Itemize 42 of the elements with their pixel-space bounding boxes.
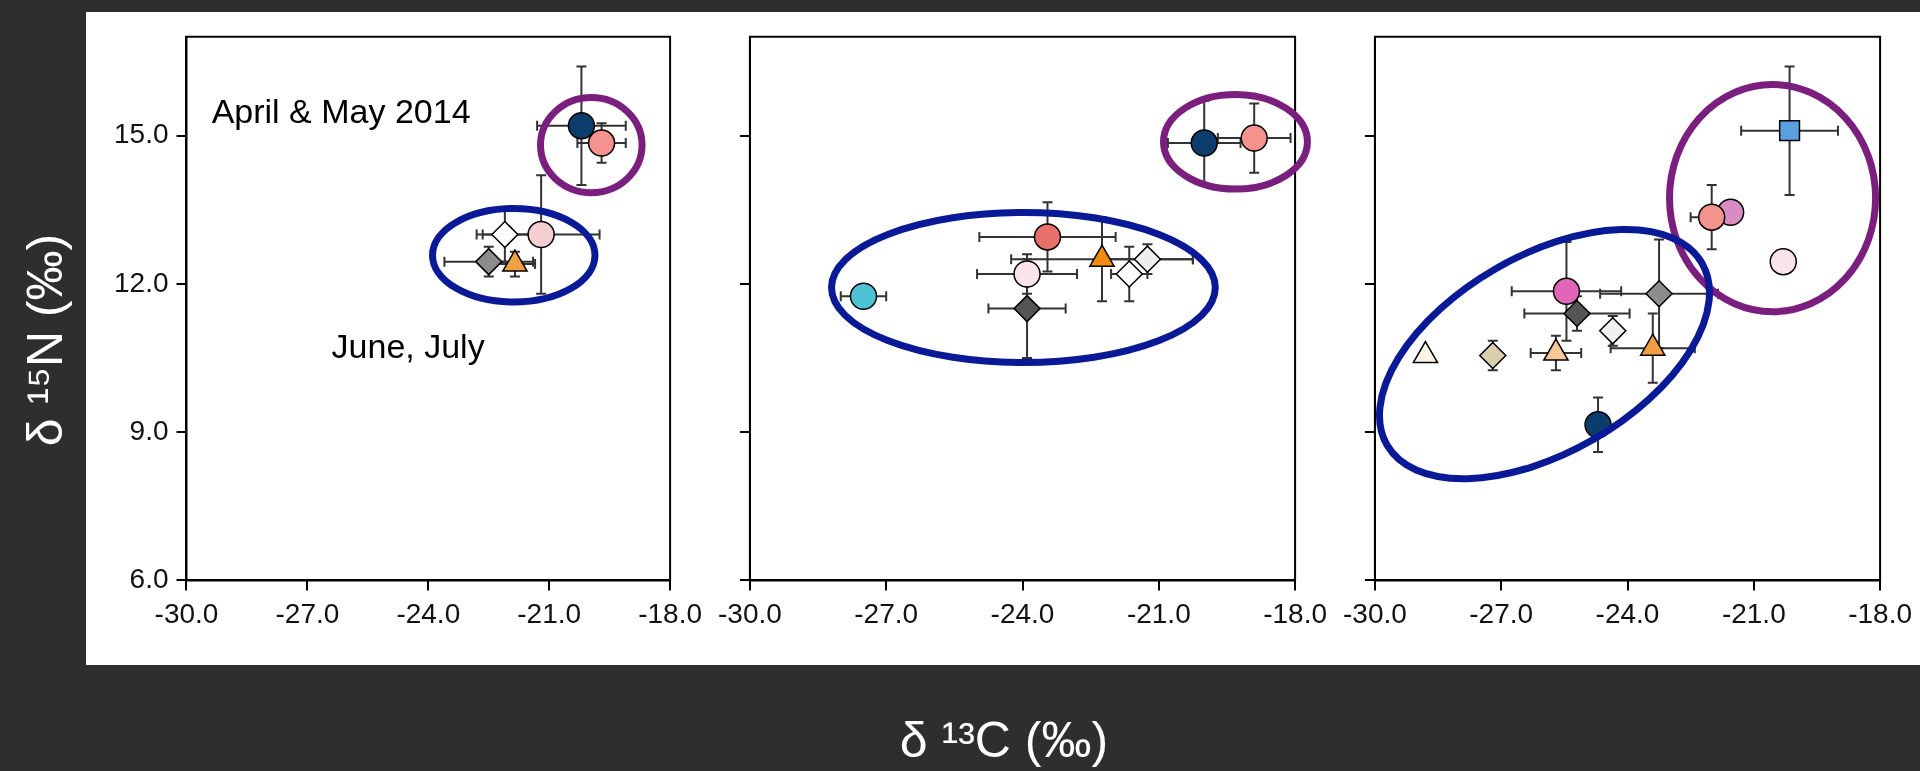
- x-tick-label: -24.0: [396, 597, 461, 629]
- point: [1115, 260, 1144, 288]
- point: [1769, 247, 1798, 276]
- point: [527, 220, 555, 249]
- point: [1033, 223, 1062, 251]
- point: [491, 220, 519, 249]
- x-tick-label: -27.0: [854, 597, 919, 629]
- x-tick-label: -18.0: [1848, 597, 1912, 629]
- y-axis-title: δ ¹⁵N (‰): [16, 233, 74, 447]
- x-tick-label: -30.0: [1343, 597, 1407, 629]
- point: [1240, 124, 1268, 152]
- x-tick-label: -21.0: [517, 597, 582, 629]
- point: [1697, 203, 1726, 231]
- x-tick-label: -18.0: [1263, 597, 1327, 629]
- annotation: June, July: [331, 326, 485, 365]
- point: [849, 282, 878, 310]
- x-tick-label: -27.0: [275, 597, 340, 629]
- x-tick-label: -18.0: [638, 597, 702, 629]
- point: [567, 112, 596, 140]
- x-tick-label: -21.0: [1126, 597, 1191, 629]
- x-tick-label: -24.0: [1595, 597, 1660, 629]
- x-tick-label: -30.0: [718, 597, 782, 629]
- point: [1013, 294, 1041, 323]
- point: [1133, 245, 1162, 273]
- y-tick-label: 12.0: [114, 266, 169, 298]
- annotation: April & May 2014: [211, 91, 471, 130]
- point: [1552, 277, 1581, 306]
- y-tick-label: 15.0: [114, 118, 169, 150]
- point: [1563, 299, 1591, 328]
- point: [1013, 260, 1041, 288]
- x-tick-label: -24.0: [990, 597, 1055, 629]
- point: [474, 247, 503, 276]
- point: [1190, 129, 1218, 157]
- y-tick-label: 9.0: [129, 414, 169, 446]
- x-tick-label: -30.0: [154, 597, 219, 629]
- point: [1479, 341, 1507, 370]
- x-axis-title: δ ¹³C (‰): [899, 711, 1109, 769]
- x-tick-label: -27.0: [1469, 597, 1534, 629]
- point: [1778, 120, 1801, 142]
- x-tick-label: -21.0: [1721, 597, 1786, 629]
- point: [1645, 280, 1673, 308]
- y-tick-label: 6.0: [129, 563, 169, 595]
